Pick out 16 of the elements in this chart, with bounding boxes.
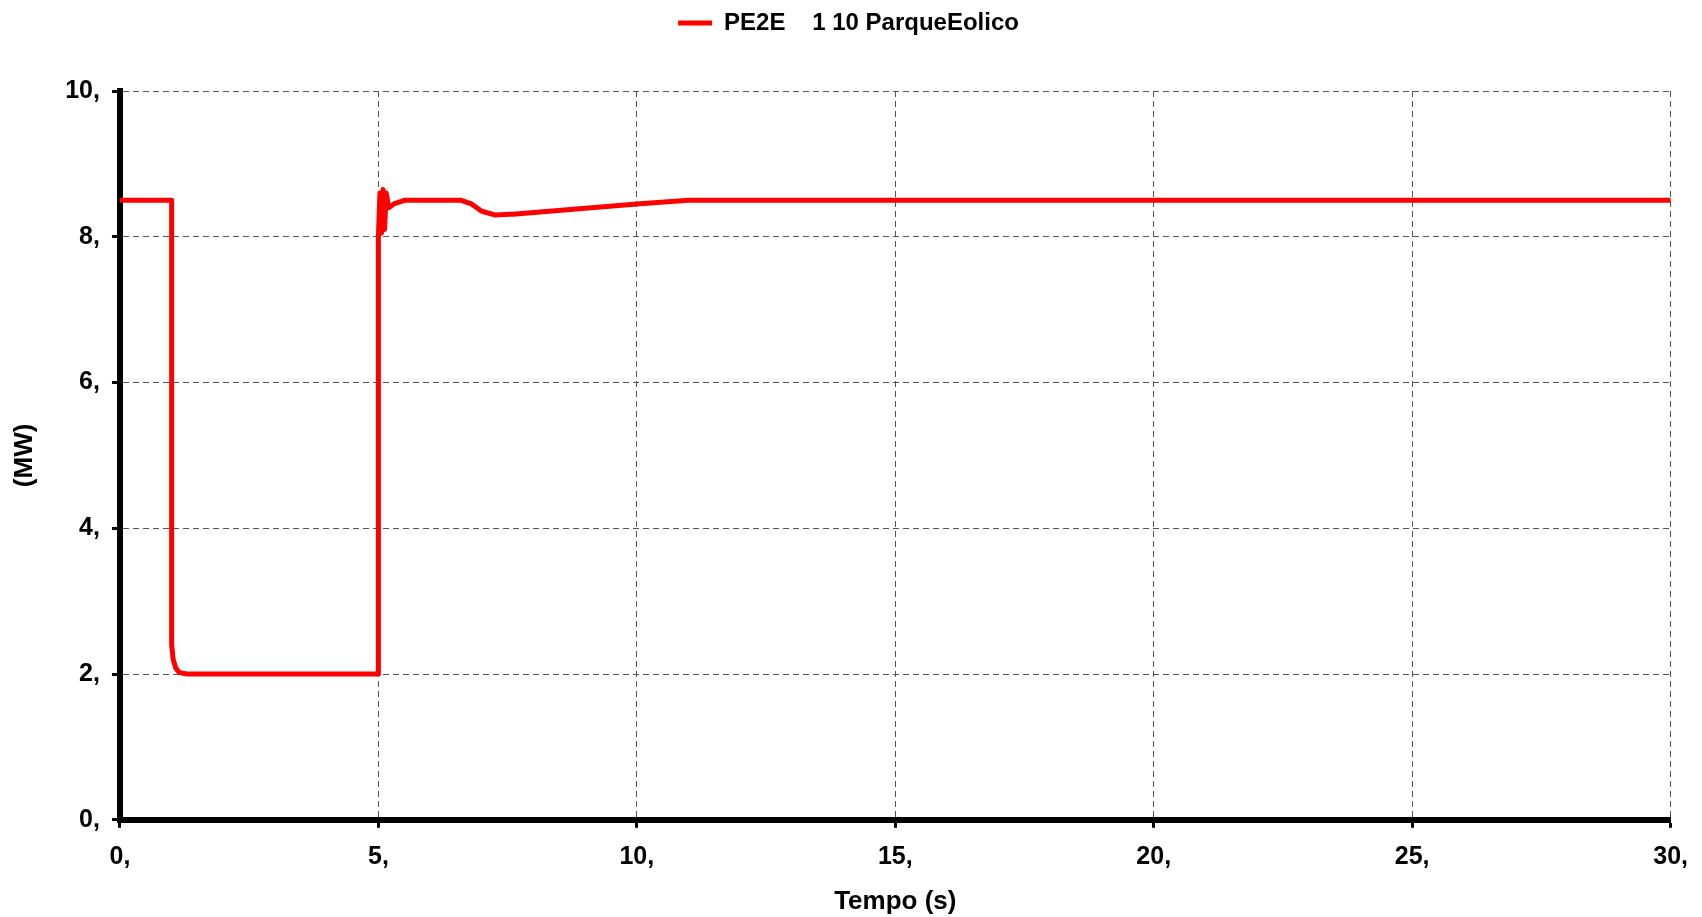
x-tick-label: 5, [367, 840, 389, 869]
legend-label: PE2E 1 10 ParqueEolico [724, 7, 1019, 35]
x-tick-label: 10, [619, 840, 655, 869]
x-tick-label: 20, [1136, 840, 1172, 869]
x-tick-label: 15, [877, 840, 913, 869]
y-tick-label: 8, [79, 220, 100, 249]
x-tick-label: 30, [1653, 840, 1689, 869]
x-tick-label: 0, [109, 840, 131, 869]
x-axis-title: Tempo (s) [834, 884, 957, 915]
y-tick-label: 4, [79, 512, 100, 541]
y-tick-label: 10, [65, 74, 100, 103]
y-tick-label: 2, [79, 657, 100, 686]
x-tick-label: 25, [1394, 840, 1430, 869]
y-axis-title: (MW) [7, 423, 38, 488]
y-tick-label: 6, [79, 366, 100, 395]
y-tick-label: 0, [79, 803, 100, 832]
